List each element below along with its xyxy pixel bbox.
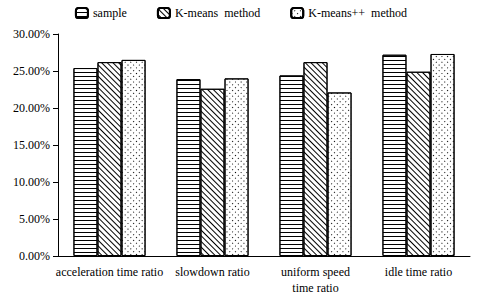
svg-text:0.00%: 0.00% [19, 249, 50, 263]
svg-text:uniform speed: uniform speed [281, 265, 350, 279]
svg-text:slowdown ratio: slowdown ratio [175, 265, 249, 279]
svg-text:K-means method: K-means method [175, 6, 260, 20]
svg-text:sample: sample [93, 6, 127, 20]
svg-text:5.00%: 5.00% [19, 212, 50, 226]
svg-text:25.00%: 25.00% [13, 64, 50, 78]
svg-text:idle time ratio: idle time ratio [385, 265, 452, 279]
svg-text:20.00%: 20.00% [13, 101, 50, 115]
svg-text:K-means++ method: K-means++ method [308, 6, 407, 20]
svg-text:time ratio: time ratio [292, 281, 338, 295]
svg-text:30.00%: 30.00% [13, 27, 50, 41]
svg-text:15.00%: 15.00% [13, 138, 50, 152]
svg-text:10.00%: 10.00% [13, 175, 50, 189]
svg-text:acceleration time ratio: acceleration time ratio [56, 265, 163, 279]
